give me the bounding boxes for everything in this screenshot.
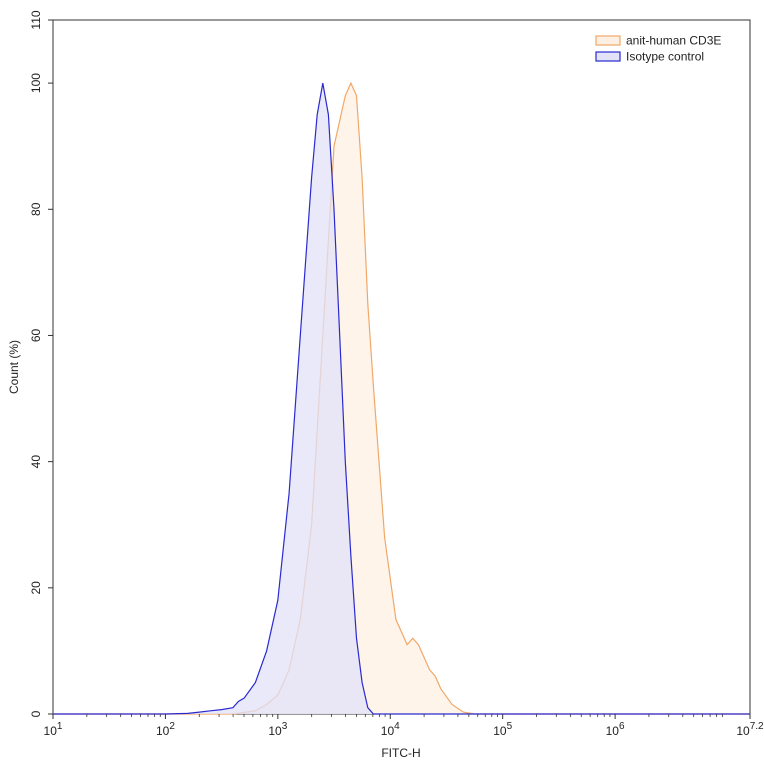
y-tick-label-5: 100 (29, 73, 43, 93)
series-line-1 (53, 82, 750, 715)
series-1 (53, 82, 750, 715)
legend-swatch-1 (595, 51, 621, 62)
x-tick-label-1: 102 (156, 721, 175, 738)
x-tick-label-6: 107.2 (736, 721, 764, 738)
x-axis-label: FITC-H (381, 746, 420, 760)
x-tick-label-3: 104 (381, 721, 400, 738)
x-tick-label-0: 101 (44, 721, 63, 738)
series-layer (53, 81, 750, 715)
y-tick-label-2: 40 (29, 455, 43, 469)
legend-swatch-0 (595, 35, 621, 46)
y-axis-label: Count (%) (7, 340, 21, 394)
x-tick-label-4: 105 (493, 721, 512, 738)
x-tick-label-2: 103 (268, 721, 287, 738)
x-tick-label-5: 106 (606, 721, 625, 738)
legend: anit-human CD3E Isotype control (595, 34, 721, 64)
axis-layer: 101 102 103 104 105 106 107.2 0 20 40 60 80 100 110 (29, 10, 764, 738)
y-tick-label-3: 60 (29, 328, 43, 342)
legend-label-1: Isotype control (626, 50, 704, 64)
plot-frame (52, 19, 751, 715)
plot-area (52, 19, 751, 715)
y-tick-label-0: 0 (29, 710, 43, 717)
legend-label-0: anit-human CD3E (626, 34, 721, 48)
y-tick-label-4: 80 (29, 202, 43, 216)
y-tick-label-6: 110 (29, 10, 43, 29)
y-tick-label-1: 20 (29, 581, 43, 595)
